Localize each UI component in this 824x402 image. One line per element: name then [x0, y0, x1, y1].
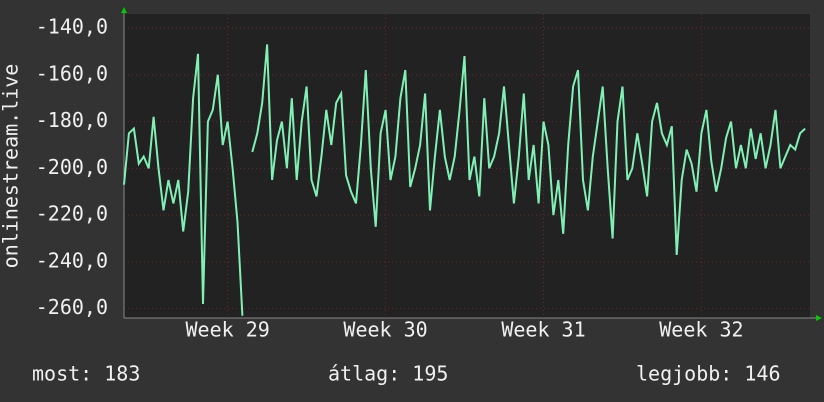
y-tick-label: -260,0: [36, 295, 108, 319]
x-tick-label: Week 30: [343, 318, 427, 342]
stat-label: átlag: 195: [328, 362, 448, 386]
y-tick-label: -140,0: [36, 15, 108, 39]
data-line: [123, 53, 244, 316]
axis-arrow: [121, 7, 127, 13]
plot-area: [124, 14, 810, 318]
y-tick-label: -160,0: [36, 61, 108, 85]
y-tick-label: -200,0: [36, 155, 108, 179]
stat-label: most: 183: [32, 362, 140, 386]
y-tick-label: -180,0: [36, 108, 108, 132]
data-line: [251, 44, 806, 255]
y-tick-label: -240,0: [36, 248, 108, 272]
x-tick-label: Week 32: [659, 318, 743, 342]
y-axis-title: onlinestream.live: [0, 64, 23, 269]
stat-label: legjobb: 146: [636, 362, 781, 386]
axis-arrow: [816, 315, 822, 321]
x-tick-label: Week 31: [501, 318, 585, 342]
y-tick-label: -220,0: [36, 202, 108, 226]
x-tick-label: Week 29: [185, 318, 269, 342]
